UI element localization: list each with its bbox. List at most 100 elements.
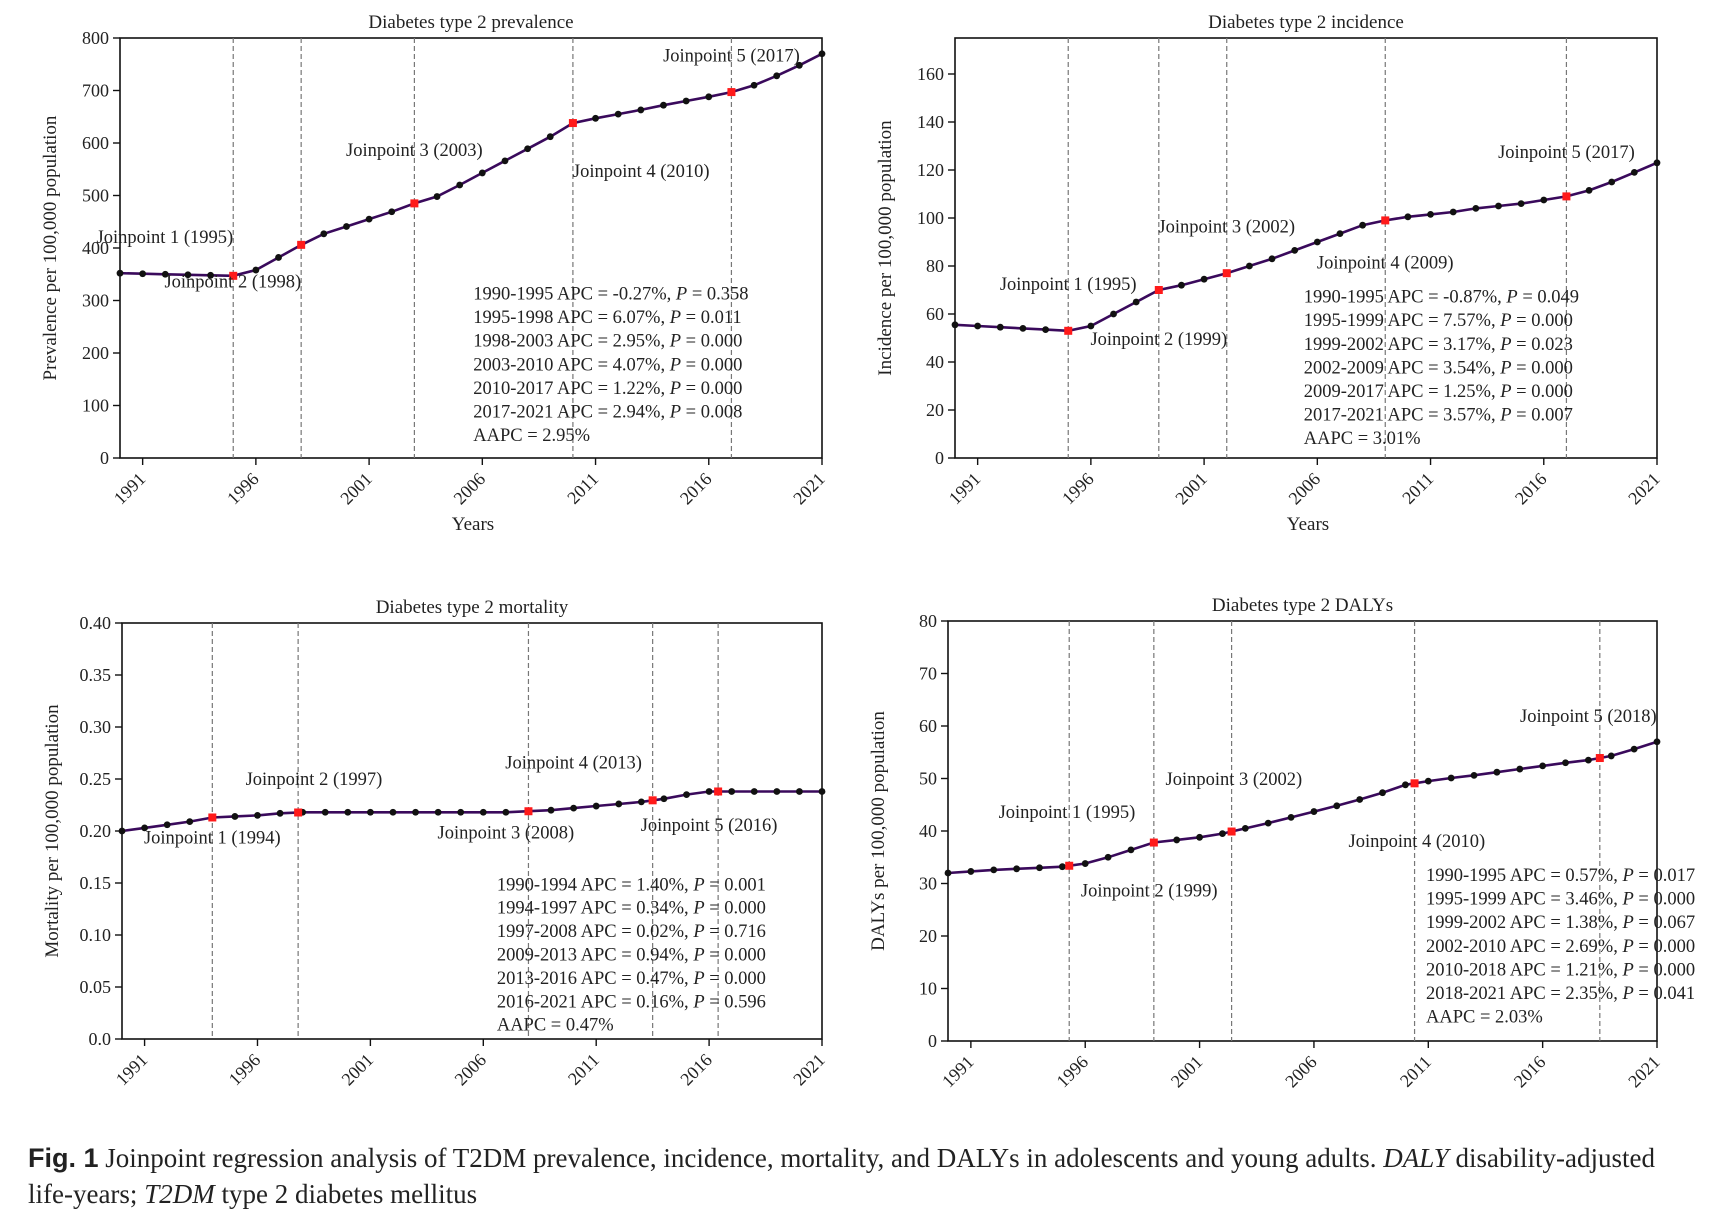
- x-tick-label: 2011: [1396, 1052, 1435, 1091]
- joinpoint-label: Joinpoint 5 (2017): [1498, 143, 1635, 163]
- y-tick-label: 20: [926, 400, 944, 420]
- apc-stat-line: 1990-1995 APC = -0.87%, P = 0.049: [1304, 288, 1579, 308]
- data-point: [1196, 833, 1203, 841]
- chart-panel-3: Diabetes type 2 mortality 0.0 0.05 0.10 0.15…: [42, 597, 829, 1089]
- joinpoint-marker: [208, 813, 217, 822]
- y-tick-label: 30: [919, 874, 937, 894]
- data-point: [615, 800, 623, 808]
- chart-panel-4: Diabetes type 2 DALYs 0 10 20 30 40 50 60 70 80 19…: [868, 595, 1695, 1091]
- apc-stat-line: 2010-2018 APC = 1.21%, P = 0.000: [1426, 960, 1695, 980]
- apc-stat-line: 2003-2010 APC = 4.07%, P = 0.000: [473, 355, 742, 375]
- data-point: [592, 802, 600, 810]
- data-point: [1173, 836, 1181, 844]
- x-tick-label: 1991: [110, 469, 150, 509]
- y-axis-label: DALYs per 100,000 population: [868, 711, 889, 951]
- data-point: [1313, 238, 1321, 246]
- y-tick-label: 0: [100, 448, 109, 468]
- data-point: [1310, 808, 1318, 815]
- apc-stat-line: 2009-2013 APC = 0.94%, P = 0.000: [497, 945, 766, 965]
- data-point: [1219, 830, 1226, 838]
- data-point: [818, 788, 826, 795]
- joinpoint-marker: [727, 88, 736, 97]
- joinpoint-label: Joinpoint 1 (1995): [999, 803, 1136, 823]
- data-point: [996, 323, 1004, 331]
- x-tick-label: 1996: [1052, 1052, 1092, 1092]
- data-point: [1058, 863, 1066, 871]
- apc-stat-line: 1999-2002 APC = 1.38%, P = 0.067: [1426, 913, 1695, 933]
- x-tick-label: 2021: [789, 469, 829, 509]
- data-point: [1087, 322, 1095, 330]
- apc-stat-line: 2009-2017 APC = 1.25%, P = 0.000: [1304, 382, 1573, 402]
- data-point: [1404, 213, 1412, 221]
- data-point: [184, 271, 192, 279]
- data-point: [344, 808, 352, 816]
- x-tick-label: 2001: [338, 1050, 378, 1090]
- y-tick-label: 100: [82, 396, 109, 416]
- apc-stat-line: 1997-2008 APC = 0.02%, P = 0.716: [497, 922, 766, 942]
- data-point: [682, 97, 690, 105]
- chart-title: Diabetes type 2 DALYs: [1212, 595, 1393, 616]
- joinpoint-marker: [1381, 216, 1390, 225]
- data-point: [660, 795, 668, 803]
- apc-stat-line: 2018-2021 APC = 2.35%, P = 0.041: [1426, 984, 1695, 1004]
- data-point: [1653, 159, 1661, 167]
- caption-abbr-t2dm: T2DM: [144, 1179, 215, 1209]
- joinpoint-marker: [1562, 192, 1571, 201]
- data-point: [1584, 756, 1592, 764]
- data-point: [118, 827, 126, 835]
- data-point: [1424, 777, 1432, 785]
- apc-stat-line: 1994-1997 APC = 0.34%, P = 0.000: [497, 899, 766, 919]
- data-point: [546, 133, 554, 141]
- data-point: [1402, 781, 1409, 789]
- apc-stat-line: 1998-2003 APC = 2.95%, P = 0.000: [473, 332, 742, 352]
- figure-label: Fig. 1: [28, 1143, 99, 1173]
- data-point: [773, 72, 781, 80]
- apc-stat-line: 2013-2016 APC = 0.47%, P = 0.000: [497, 969, 766, 989]
- data-point: [592, 114, 599, 122]
- data-point: [637, 798, 645, 806]
- data-point: [1333, 802, 1341, 810]
- data-point: [951, 321, 959, 329]
- caption-abbr-daly: DALY: [1383, 1143, 1449, 1173]
- y-tick-label: 120: [917, 160, 944, 180]
- data-point: [1264, 819, 1272, 827]
- data-point: [705, 93, 713, 101]
- data-point: [728, 788, 736, 795]
- x-axis-label: Years: [452, 514, 494, 535]
- y-tick-label: 0.25: [80, 769, 112, 789]
- data-point: [343, 223, 350, 230]
- plot-frame: [954, 37, 1658, 459]
- joinpoint-label: Joinpoint 5 (2016): [641, 816, 778, 836]
- data-point: [1359, 221, 1367, 229]
- x-tick-label: 1991: [938, 1052, 978, 1092]
- chart-title: Diabetes type 2 prevalence: [368, 12, 573, 33]
- y-tick-label: 40: [919, 821, 937, 841]
- chart-panel-2: Diabetes type 2 incidence 0 20 40 60 80 100 120…: [875, 12, 1664, 535]
- chart-title: Diabetes type 2 mortality: [376, 597, 569, 618]
- y-tick-label: 0.30: [80, 717, 112, 737]
- y-tick-label: 700: [82, 81, 109, 101]
- data-point: [1081, 860, 1089, 867]
- data-point: [750, 788, 758, 795]
- joinpoint-label: Joinpoint 5 (2017): [663, 47, 800, 67]
- y-tick-label: 60: [926, 304, 944, 324]
- joinpoint-marker: [1149, 838, 1158, 847]
- x-tick-label: 2016: [1511, 469, 1551, 509]
- joinpoint-label: Joinpoint 3 (2008): [438, 823, 575, 843]
- caption-text-1: Joinpoint regression analysis of T2DM pr…: [98, 1143, 1384, 1173]
- apc-stat-line: 2017-2021 APC = 2.94%, P = 0.008: [473, 403, 742, 423]
- x-tick-label: 2001: [1171, 469, 1211, 509]
- data-point: [818, 50, 826, 58]
- joinpoint-marker: [294, 808, 303, 817]
- data-point: [524, 145, 532, 153]
- apc-stat-line: 1990-1994 APC = 1.40%, P = 0.001: [497, 875, 766, 895]
- x-tick-label: 2021: [1624, 469, 1664, 509]
- joinpoint-label: Joinpoint 2 (1999): [1090, 330, 1227, 350]
- joinpoint-label: Joinpoint 1 (1994): [144, 828, 281, 848]
- apc-stat-line: 2017-2021 APC = 3.57%, P = 0.007: [1304, 405, 1573, 425]
- series-line: [121, 790, 822, 833]
- data-point: [1630, 745, 1638, 753]
- data-point: [1608, 178, 1616, 186]
- data-point: [502, 808, 510, 816]
- joinpoint-label: Joinpoint 5 (2018): [1520, 707, 1657, 727]
